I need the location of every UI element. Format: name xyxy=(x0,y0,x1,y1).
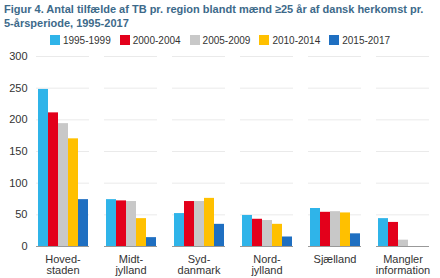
svg-text:150: 150 xyxy=(9,145,27,157)
svg-text:Midt-jylland: Midt-jylland xyxy=(114,253,146,276)
svg-text:200: 200 xyxy=(9,113,27,125)
svg-text:100: 100 xyxy=(9,177,27,189)
svg-text:Nord-jylland: Nord-jylland xyxy=(250,253,282,276)
svg-text:300: 300 xyxy=(9,50,27,62)
html-text:2005-2009: 2005-2009 xyxy=(202,34,251,46)
svg-text:Sjælland: Sjælland xyxy=(314,253,357,265)
svg-text:50: 50 xyxy=(15,208,27,220)
html-text:1995-1999: 1995-1999 xyxy=(62,34,111,46)
svg-text:Hoved-staden: Hoved-staden xyxy=(45,253,81,276)
svg-text:250: 250 xyxy=(9,82,27,94)
svg-text:Syd-danmark: Syd-danmark xyxy=(178,253,221,276)
svg-text:Manglerinformation: Manglerinformation xyxy=(376,253,430,276)
html-text:Figur 4. Antal tilfælde af TB: Figur 4. Antal tilfælde af TB pr. region… xyxy=(4,3,424,29)
html-text:2010-2014: 2010-2014 xyxy=(272,34,321,46)
html-text:2015-2017: 2015-2017 xyxy=(342,34,391,46)
html-text:2000-2004: 2000-2004 xyxy=(132,34,181,46)
svg-text:0: 0 xyxy=(21,240,27,252)
